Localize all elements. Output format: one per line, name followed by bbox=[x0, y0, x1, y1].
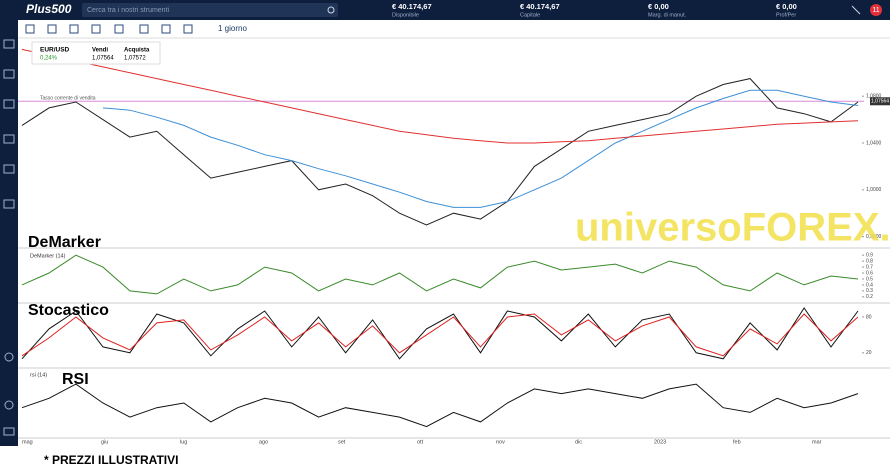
timeframe[interactable]: 1 giorno bbox=[218, 24, 247, 33]
toolbar bbox=[18, 20, 890, 38]
symbol: EUR/USD bbox=[40, 47, 70, 54]
indicator-title: RSI bbox=[62, 371, 89, 388]
y-tick-label: 80 bbox=[866, 314, 872, 320]
x-label: mar bbox=[812, 439, 822, 445]
x-label: feb bbox=[733, 439, 741, 445]
instrument-box bbox=[31, 41, 161, 65]
y-tick-label: 0.2 bbox=[866, 294, 873, 300]
badge-count: 11 bbox=[872, 7, 879, 14]
series-line bbox=[21, 313, 859, 357]
sell-price[interactable]: 1,07564 bbox=[92, 56, 114, 62]
toolbar-icons[interactable] bbox=[25, 24, 193, 34]
x-label: mag bbox=[22, 439, 33, 445]
buy-price[interactable]: 1,07572 bbox=[124, 56, 146, 62]
line-label: Tasso corrente di vendita bbox=[40, 95, 96, 101]
series-line bbox=[21, 48, 859, 144]
stat-value: € 40.174,67 bbox=[520, 2, 560, 11]
price-tag bbox=[870, 97, 890, 106]
y-tick-label: 0.9 bbox=[866, 252, 873, 258]
y-tick-label: 20 bbox=[866, 350, 872, 356]
footer: * PREZZI ILLUSTRATIVI bbox=[44, 453, 178, 467]
x-label: dic bbox=[575, 439, 582, 445]
y-tick-label: 1,0400 bbox=[866, 140, 882, 146]
stat-value: € 40.174,67 bbox=[392, 2, 432, 11]
stat-label: Marg. di manut. bbox=[648, 12, 687, 18]
series-line bbox=[21, 78, 859, 226]
y-tick-label: 1,0000 bbox=[866, 187, 882, 193]
y-tick-label: 1,0800 bbox=[866, 94, 882, 100]
stat-value: € 0,00 bbox=[648, 2, 669, 11]
charts: 1,0800 1,0400 1,0000 0,9600 1,07564 0.20.30.4… bbox=[18, 48, 890, 445]
series-line bbox=[102, 89, 859, 208]
x-label: nov bbox=[496, 439, 505, 445]
y-tick-label: 0.7 bbox=[866, 264, 873, 270]
y-tick-label: 0.3 bbox=[866, 288, 873, 294]
series-line bbox=[21, 254, 859, 295]
stat-value: € 0,00 bbox=[776, 2, 797, 11]
series-line bbox=[21, 383, 859, 428]
y-tick-label: 0.4 bbox=[866, 282, 873, 288]
x-label: lug bbox=[180, 439, 187, 445]
sidebar-icons bbox=[3, 39, 15, 436]
x-label: set bbox=[338, 439, 346, 445]
search-icon bbox=[327, 6, 335, 14]
y-tick-label: 0.8 bbox=[866, 258, 873, 264]
hide-icon[interactable] bbox=[851, 5, 861, 15]
stat-label: Prof/Per bbox=[776, 12, 796, 18]
indicator-legend: rsi (14) bbox=[30, 372, 47, 378]
x-label: giu bbox=[101, 439, 108, 445]
logo: Plus500 bbox=[26, 2, 72, 16]
series-line bbox=[21, 307, 859, 360]
search-placeholder: Cerca tra i nostri strumenti bbox=[87, 7, 170, 14]
y-tick-label: 0.5 bbox=[866, 276, 873, 282]
indicator-legend: DeMarker (14) bbox=[30, 253, 66, 259]
y-tick-label: 0,9600 bbox=[866, 234, 882, 240]
sidebar bbox=[0, 20, 18, 446]
badge[interactable] bbox=[870, 4, 882, 16]
y-tick-label: 0.6 bbox=[866, 270, 873, 276]
sell-label: Vendi bbox=[92, 48, 108, 54]
search-box[interactable] bbox=[82, 3, 338, 17]
watermark: universoFOREX.it bbox=[575, 206, 890, 250]
x-label: ago bbox=[259, 439, 268, 445]
buy-label: Acquista bbox=[124, 48, 150, 54]
price-tag-label: 1,07564 bbox=[871, 99, 889, 105]
stat-label: Disponibile bbox=[392, 12, 419, 18]
stat-label: Capitale bbox=[520, 12, 540, 18]
change: 0,24% bbox=[40, 56, 58, 62]
x-label: ott bbox=[417, 439, 424, 445]
indicator-title: Stocastico bbox=[28, 302, 109, 319]
indicator-title: DeMarker bbox=[28, 234, 101, 251]
x-label: 2023 bbox=[654, 439, 666, 445]
